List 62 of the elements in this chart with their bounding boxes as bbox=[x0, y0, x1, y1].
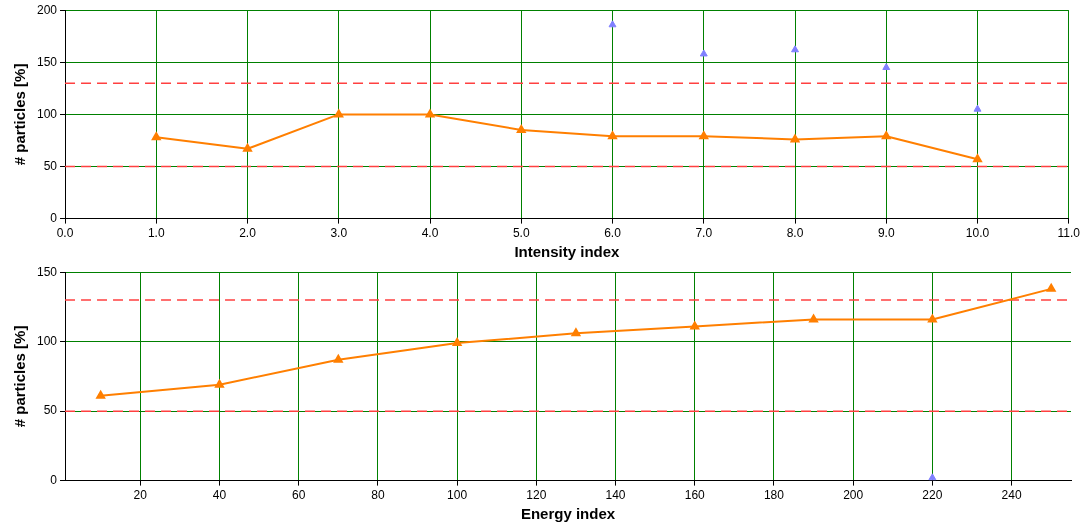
point bbox=[608, 131, 617, 140]
x-axis-title: Energy index bbox=[520, 505, 616, 523]
x-tick-label: 160 bbox=[684, 488, 706, 503]
y-axis-title: # particles [%] bbox=[11, 63, 29, 166]
x-tick-label: 220 bbox=[922, 488, 943, 503]
point bbox=[882, 63, 891, 71]
y-tick-label: 0 bbox=[50, 472, 58, 487]
x-tick-label: 4.0 bbox=[421, 226, 439, 241]
point bbox=[96, 390, 106, 399]
x-tick-label: 10.0 bbox=[965, 226, 990, 241]
y-tick-label: 100 bbox=[36, 333, 58, 348]
point bbox=[151, 132, 161, 141]
x-tick-label: 100 bbox=[447, 488, 468, 503]
y-tick-label: 150 bbox=[36, 54, 58, 69]
x-tick-label: 2.0 bbox=[239, 226, 257, 241]
point bbox=[690, 321, 700, 330]
y-tick-label: 0 bbox=[50, 210, 58, 225]
point bbox=[608, 20, 617, 28]
point bbox=[791, 45, 799, 53]
x-tick-label: 120 bbox=[526, 488, 547, 503]
point bbox=[881, 131, 891, 140]
x-tick-label: 40 bbox=[212, 488, 227, 503]
x-tick-label: 5.0 bbox=[512, 226, 530, 241]
x-tick-label: 6.0 bbox=[604, 226, 622, 241]
x-tick-label: 0.0 bbox=[56, 226, 74, 241]
point bbox=[1046, 283, 1056, 292]
point bbox=[809, 314, 819, 323]
x-tick-label: 8.0 bbox=[786, 226, 804, 241]
y-tick-label: 200 bbox=[36, 2, 58, 17]
x-tick-label: 1.0 bbox=[147, 226, 165, 241]
x-tick-label: 9.0 bbox=[877, 226, 895, 241]
x-tick-label: 140 bbox=[605, 488, 626, 503]
y-tick-label: 50 bbox=[43, 158, 58, 173]
point bbox=[571, 328, 581, 337]
x-tick-label: 200 bbox=[843, 488, 864, 503]
point bbox=[973, 154, 982, 163]
x-tick-label: 11.0 bbox=[1057, 226, 1081, 241]
point bbox=[699, 131, 709, 140]
point bbox=[699, 49, 708, 57]
y-tick-label: 100 bbox=[36, 106, 58, 121]
x-tick-label: 3.0 bbox=[330, 226, 348, 241]
point bbox=[215, 379, 224, 388]
x-tick-label: 80 bbox=[371, 488, 385, 503]
x-tick-label: 20 bbox=[133, 488, 148, 503]
point bbox=[333, 354, 343, 363]
point bbox=[928, 473, 937, 481]
x-tick-label: 60 bbox=[292, 488, 306, 503]
point bbox=[243, 143, 252, 152]
point bbox=[973, 104, 982, 112]
point bbox=[927, 314, 937, 323]
x-tick-label: 7.0 bbox=[695, 226, 713, 241]
x-tick-label: 240 bbox=[1001, 488, 1022, 503]
point bbox=[425, 109, 435, 118]
x-axis-title: Intensity index bbox=[514, 243, 621, 261]
y-tick-label: 150 bbox=[36, 264, 58, 279]
y-axis-title: # particles [%] bbox=[11, 325, 29, 428]
point bbox=[790, 134, 800, 143]
point bbox=[516, 125, 526, 134]
point bbox=[452, 338, 462, 347]
x-tick-label: 180 bbox=[763, 488, 785, 503]
y-tick-label: 50 bbox=[43, 403, 58, 418]
point bbox=[334, 109, 344, 118]
